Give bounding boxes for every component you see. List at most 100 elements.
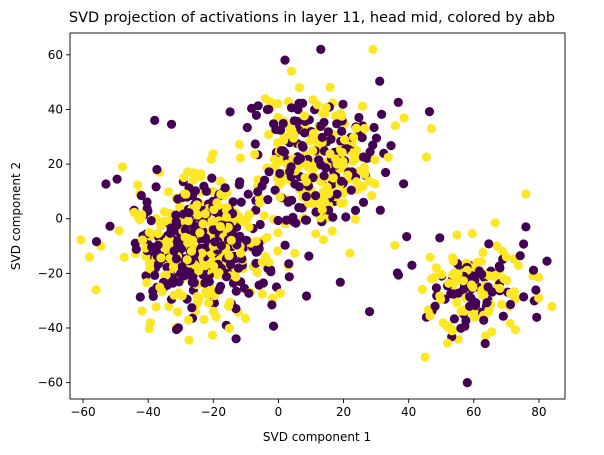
scatter-point [168,278,178,288]
scatter-point [308,129,318,139]
scatter-point [141,271,151,281]
scatter-point [337,147,347,158]
scatter-point [336,198,346,208]
scatter-point [446,289,456,299]
scatter-point [430,301,440,311]
scatter-point [431,283,441,293]
scatter-point [221,212,231,222]
y-tick-label: −60 [38,376,63,390]
x-tick-label: 60 [466,405,481,419]
scatter-point [346,185,356,195]
scatter-point [289,133,299,143]
scatter-point [251,236,261,246]
scatter-point [242,122,252,133]
scatter-point [399,179,409,189]
scatter-point [150,115,160,125]
scatter-point [183,315,193,325]
scatter-point [168,262,178,272]
scatter-point [345,248,355,258]
scatter-point [177,291,187,301]
x-tick-label: 80 [531,405,546,419]
scatter-point [351,123,361,133]
scatter-point [250,139,260,149]
scatter-point [231,334,241,344]
scatter-point [358,152,368,162]
scatter-point [364,176,374,186]
scatter-point [142,278,152,288]
scatter-point [264,104,274,114]
scatter-point [327,226,337,236]
scatter-point [393,270,404,280]
scatter-point [437,269,447,279]
scatter-point [510,325,520,335]
scatter-point [153,240,163,250]
plot-frame [69,32,566,400]
scatter-point [421,152,431,162]
scatter-point [467,280,477,290]
scatter-point [164,301,174,311]
scatter-point [135,215,145,225]
scatter-point [145,263,155,274]
scatter-point [375,76,385,86]
chart-title: SVD projection of activations in layer 1… [69,10,555,26]
scatter-point [204,298,214,308]
scatter-point [501,252,511,262]
scatter-point [448,256,458,266]
scatter-point [337,126,347,136]
scatter-point [318,235,328,245]
scatter-point [270,185,280,195]
scatter-point [207,330,218,340]
scatter-point [119,252,129,262]
scatter-point [465,292,475,302]
scatter-point [521,189,531,199]
scatter-point [148,286,158,296]
scatter-point [470,300,481,311]
scatter-point [179,172,189,183]
scatter-point [253,101,263,111]
scatter-point [360,169,370,179]
scatter-point [216,189,226,199]
scatter-point [264,129,274,140]
scatter-point [402,232,412,242]
x-tick-label: 40 [401,405,416,419]
scatter-point [542,256,552,266]
scatter-point [163,187,173,197]
scatter-point [456,306,466,316]
scatter-point [336,176,347,186]
scatter-point [267,300,277,310]
scatter-point [224,323,234,333]
scatter-point [151,302,161,312]
scatter-point [273,98,283,109]
scatter-point [84,252,95,262]
scatter-point [269,154,279,164]
scatter-point [277,177,287,187]
scatter-point [184,208,194,218]
scatter-point [350,214,360,224]
scatter-point [497,299,507,310]
scatter-point [187,303,197,313]
scatter-point [498,311,508,321]
scatter-point [502,275,512,285]
scatter-point [532,312,542,322]
scatter-point [236,248,246,258]
scatter-point [226,235,236,245]
scatter-point [206,154,216,164]
scatter-point [483,282,493,292]
scatter-point [173,307,183,317]
scatter-point [453,269,463,279]
scatter-point [231,286,241,296]
y-tick-label: 40 [48,102,63,116]
scatter-point [198,219,208,229]
x-axis-label: SVD component 1 [263,430,371,444]
scatter-point [467,228,477,239]
scatter-point [399,113,409,123]
scatter-point [164,240,174,250]
scatter-point [328,173,339,183]
scatter-point [173,194,183,204]
scatter-point [470,312,480,322]
scatter-point [444,278,454,288]
scatter-point [105,221,115,231]
scatter-point [431,263,441,273]
scatter-point [349,132,359,142]
scatter-point [136,190,146,201]
